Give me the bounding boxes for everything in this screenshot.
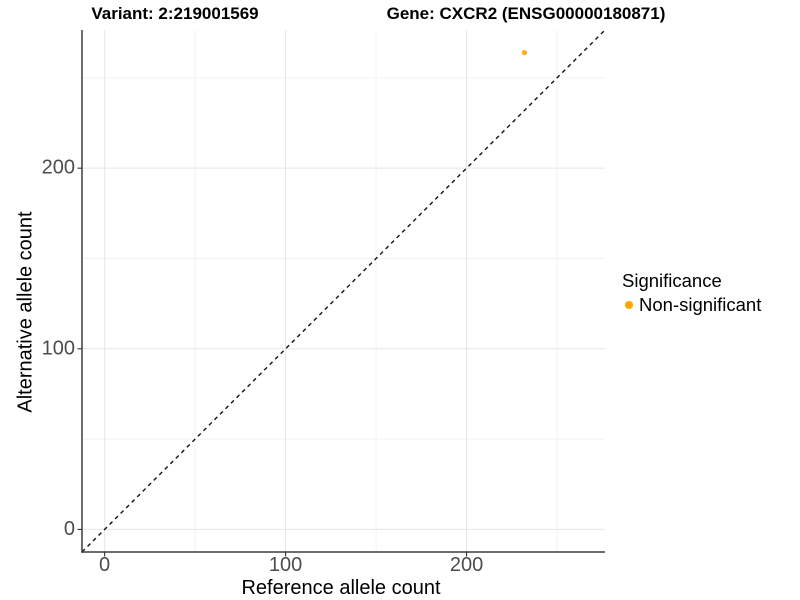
data-point [521, 49, 528, 56]
legend: Significance Non-significant [622, 270, 761, 316]
legend-title: Significance [622, 270, 722, 291]
identity-line [81, 29, 606, 553]
legend-item-non-significant: Non-significant [622, 294, 761, 316]
y-tick-label: 0 [64, 518, 75, 540]
x-tick-label: 0 [99, 554, 110, 576]
gene-title: Gene: CXCR2 (ENSG00000180871) [386, 4, 666, 23]
x-tick-label: 200 [450, 554, 483, 576]
y-tick-label: 200 [42, 157, 75, 179]
x-tick-label: 100 [269, 554, 302, 576]
point-swatch-icon [625, 301, 633, 310]
x-axis-title: Reference allele count [241, 577, 441, 599]
y-tick-label: 100 [42, 337, 75, 359]
legend-item-label: Non-significant [639, 294, 762, 316]
y-axis-title: Alternative allele count [14, 211, 37, 413]
variant-title: Variant: 2:219001569 [91, 4, 259, 23]
